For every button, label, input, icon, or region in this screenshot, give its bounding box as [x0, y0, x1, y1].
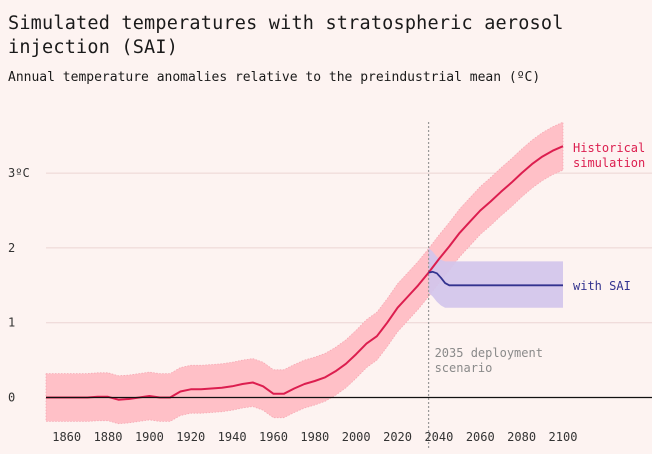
x-tick-label: 1860 — [52, 430, 81, 444]
x-tick-label: 1920 — [176, 430, 205, 444]
x-tick-label: 2080 — [507, 430, 536, 444]
deployment-annotation: scenario — [435, 361, 493, 375]
sai-band — [428, 247, 563, 308]
sai-series-label: with SAI — [573, 279, 631, 293]
y-tick-label: 1 — [8, 316, 15, 330]
x-tick-label: 1980 — [300, 430, 329, 444]
y-tick-label: 0 — [8, 391, 15, 405]
historical-line — [46, 145, 564, 401]
chart-subtitle: Annual temperature anomalies relative to… — [8, 70, 541, 85]
x-tick-label: 1940 — [218, 430, 247, 444]
x-tick-label: 2000 — [342, 430, 371, 444]
x-tick-label: 1900 — [135, 430, 164, 444]
chart-title: Simulated temperatures with stratospheri… — [8, 13, 564, 58]
historical-series-label: Historical — [573, 141, 645, 155]
x-tick-label: 2020 — [383, 430, 412, 444]
x-tick-label: 2040 — [424, 430, 453, 444]
x-tick-label: 1880 — [94, 430, 123, 444]
y-tick-label: 3ºC — [8, 166, 30, 180]
x-tick-label: 2060 — [466, 430, 495, 444]
sai-line — [428, 270, 563, 287]
y-tick-label: 2 — [8, 241, 15, 255]
historical-series-label: simulation — [573, 156, 645, 170]
deployment-annotation: 2035 deployment — [435, 346, 543, 360]
historical-band — [45, 121, 564, 425]
x-tick-label: 2100 — [549, 430, 578, 444]
x-tick-label: 1960 — [259, 430, 288, 444]
